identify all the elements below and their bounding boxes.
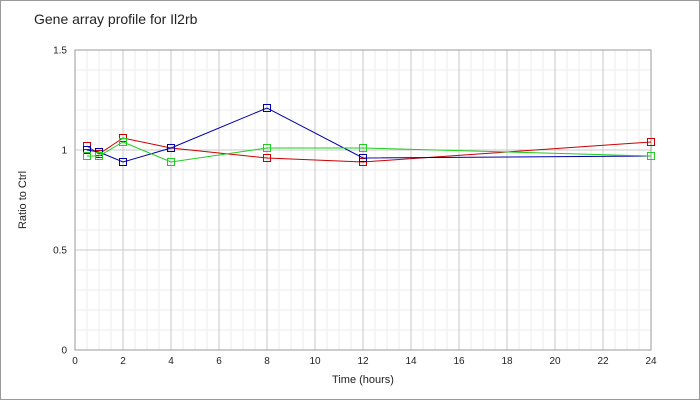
data-point bbox=[263, 104, 271, 112]
y-tick-label: 0 bbox=[61, 346, 67, 357]
major-grid bbox=[74, 49, 652, 351]
x-tick-label: 20 bbox=[549, 356, 561, 367]
data-point bbox=[359, 144, 367, 152]
y-tick-label: 0.5 bbox=[53, 246, 67, 257]
x-tick-label: 10 bbox=[309, 356, 321, 367]
x-tick-label: 22 bbox=[597, 356, 609, 367]
x-tick-label: 8 bbox=[264, 356, 270, 367]
data-point bbox=[83, 146, 91, 154]
x-tick-label: 14 bbox=[405, 356, 417, 367]
plot-area bbox=[74, 49, 652, 351]
x-axis-label: Time (hours) bbox=[332, 374, 394, 386]
data-point bbox=[167, 144, 175, 152]
x-axis-ticks: 0 2 4 6 8 10 12 14 16 18 20 22 24 bbox=[72, 356, 657, 367]
series-layer bbox=[83, 104, 655, 166]
data-point bbox=[95, 152, 103, 160]
y-axis-ticks: 0 0.5 1 1.5 bbox=[53, 46, 67, 357]
x-tick-label: 2 bbox=[120, 356, 126, 367]
data-point bbox=[647, 138, 655, 146]
x-tick-label: 12 bbox=[357, 356, 369, 367]
data-point bbox=[167, 158, 175, 166]
data-point bbox=[263, 144, 271, 152]
x-tick-label: 24 bbox=[645, 356, 657, 367]
data-point bbox=[119, 158, 127, 166]
series-3 bbox=[83, 138, 655, 166]
x-tick-label: 6 bbox=[216, 356, 222, 367]
series-line bbox=[87, 141, 652, 163]
data-point bbox=[263, 154, 271, 162]
data-point bbox=[359, 154, 367, 162]
data-point bbox=[647, 152, 655, 160]
chart-title: Gene array profile for Il2rb bbox=[34, 11, 198, 27]
x-tick-label: 16 bbox=[453, 356, 465, 367]
data-point bbox=[83, 152, 91, 160]
data-point bbox=[119, 138, 127, 146]
y-tick-label: 1 bbox=[61, 146, 67, 157]
series-2 bbox=[83, 104, 655, 166]
y-axis-label: Ratio to Ctrl bbox=[17, 171, 29, 229]
x-tick-label: 4 bbox=[168, 356, 174, 367]
x-tick-label: 18 bbox=[501, 356, 513, 367]
x-tick-label: 0 bbox=[72, 356, 78, 367]
y-tick-label: 1.5 bbox=[53, 46, 67, 57]
